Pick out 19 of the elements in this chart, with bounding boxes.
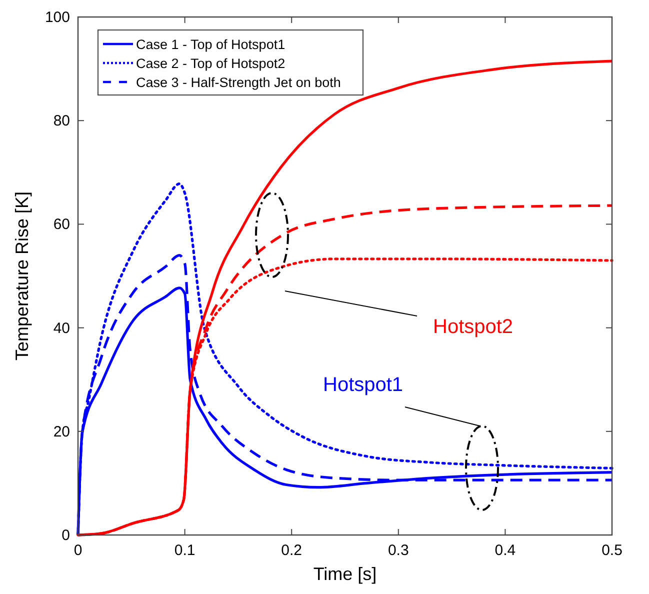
x-tick-label: 0.2	[281, 542, 302, 559]
x-tick-label: 0.3	[388, 542, 409, 559]
annotation: Hotspot1	[323, 374, 404, 396]
x-axis-title: Time [s]	[313, 564, 377, 584]
y-tick-label: 20	[53, 423, 70, 440]
y-tick-label: 60	[53, 216, 70, 234]
x-tick-label: 0.4	[494, 542, 516, 559]
x-tick-label: 0.5	[602, 542, 622, 559]
x-tick-label: 0.1	[174, 542, 196, 559]
x-tick-label: 0	[74, 542, 82, 559]
legend-label: Case 1 - Top of Hotspot1	[136, 37, 286, 52]
annotation: Hotspot2	[433, 316, 514, 338]
legend-label: Case 2 - Top of Hotspot2	[136, 56, 286, 71]
y-tick-label: 100	[44, 9, 70, 26]
y-tick-label: 0	[62, 527, 70, 544]
y-tick-label: 80	[53, 112, 70, 130]
y-tick-label: 40	[53, 320, 70, 337]
y-axis-title: Temperature Rise [K]	[12, 191, 32, 361]
legend-label: Case 3 - Half-Strength Jet on both	[136, 75, 341, 90]
